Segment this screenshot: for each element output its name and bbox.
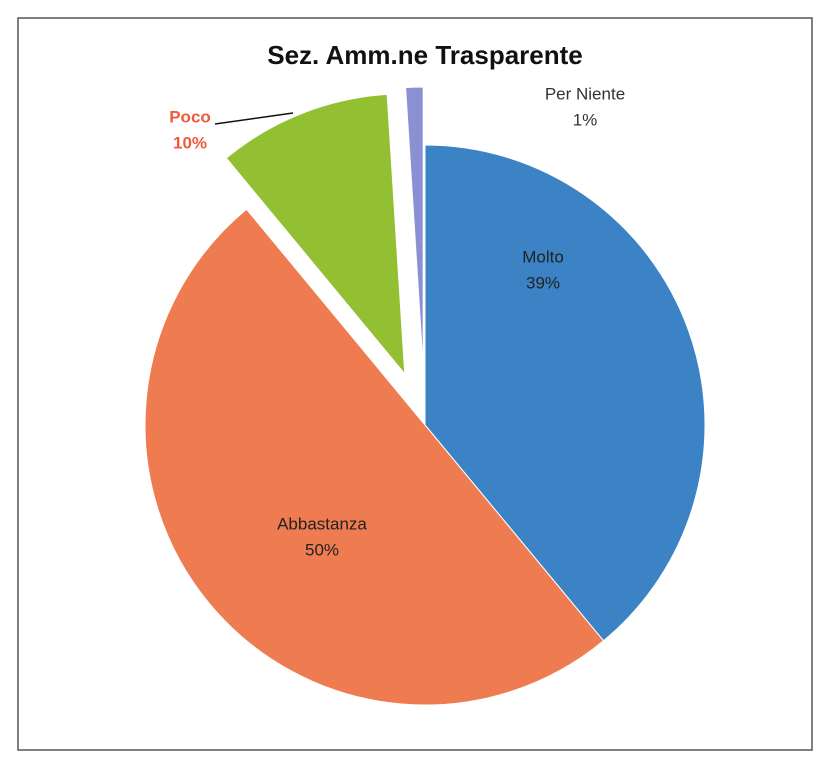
slice-value-label: 1% bbox=[573, 110, 598, 129]
slice-value-label: 50% bbox=[305, 540, 339, 559]
chart-title: Sez. Amm.ne Trasparente bbox=[267, 40, 583, 70]
slice-value-label: 10% bbox=[173, 133, 207, 152]
pie-slice bbox=[405, 86, 424, 368]
pie-slice bbox=[225, 93, 406, 376]
slice-label: Poco bbox=[169, 107, 211, 126]
slice-value-label: 39% bbox=[526, 273, 560, 292]
pie-slice bbox=[144, 208, 605, 706]
slice-label: Abbastanza bbox=[277, 514, 367, 533]
pie-slice bbox=[424, 144, 706, 642]
slice-label: Molto bbox=[522, 247, 564, 266]
slice-label: Per Niente bbox=[545, 84, 625, 103]
leader-line bbox=[214, 112, 294, 125]
